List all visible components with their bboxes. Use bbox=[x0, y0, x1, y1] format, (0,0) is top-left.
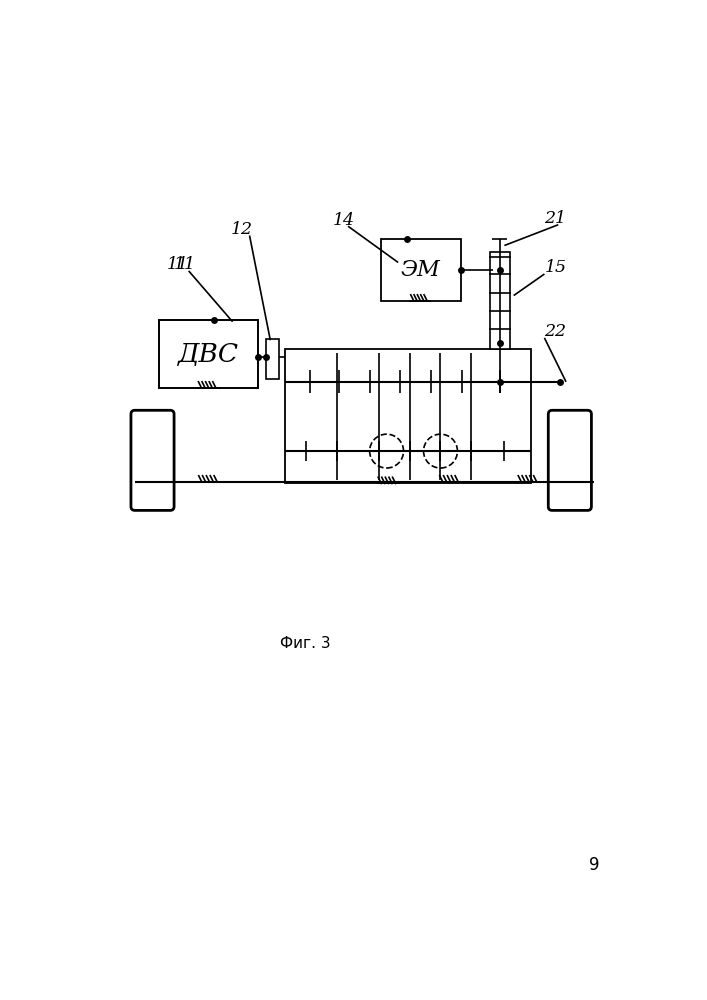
Text: 14: 14 bbox=[333, 212, 355, 229]
Bar bbox=[160, 320, 258, 388]
Text: 12: 12 bbox=[230, 221, 252, 238]
Text: 9: 9 bbox=[589, 856, 600, 874]
Bar bbox=[381, 239, 460, 301]
Text: ЭМ: ЭМ bbox=[401, 259, 440, 281]
Text: 21: 21 bbox=[544, 210, 566, 227]
Text: 11: 11 bbox=[167, 256, 189, 273]
Text: 15: 15 bbox=[544, 259, 566, 276]
FancyBboxPatch shape bbox=[549, 410, 592, 510]
Bar bbox=[285, 349, 532, 483]
Bar bbox=[266, 339, 279, 379]
Text: 22: 22 bbox=[544, 323, 566, 340]
Text: Фиг. 3: Фиг. 3 bbox=[281, 636, 331, 651]
Text: ДВС: ДВС bbox=[178, 342, 239, 367]
Bar bbox=[490, 252, 510, 349]
Text: 11: 11 bbox=[173, 256, 195, 273]
FancyBboxPatch shape bbox=[131, 410, 174, 510]
